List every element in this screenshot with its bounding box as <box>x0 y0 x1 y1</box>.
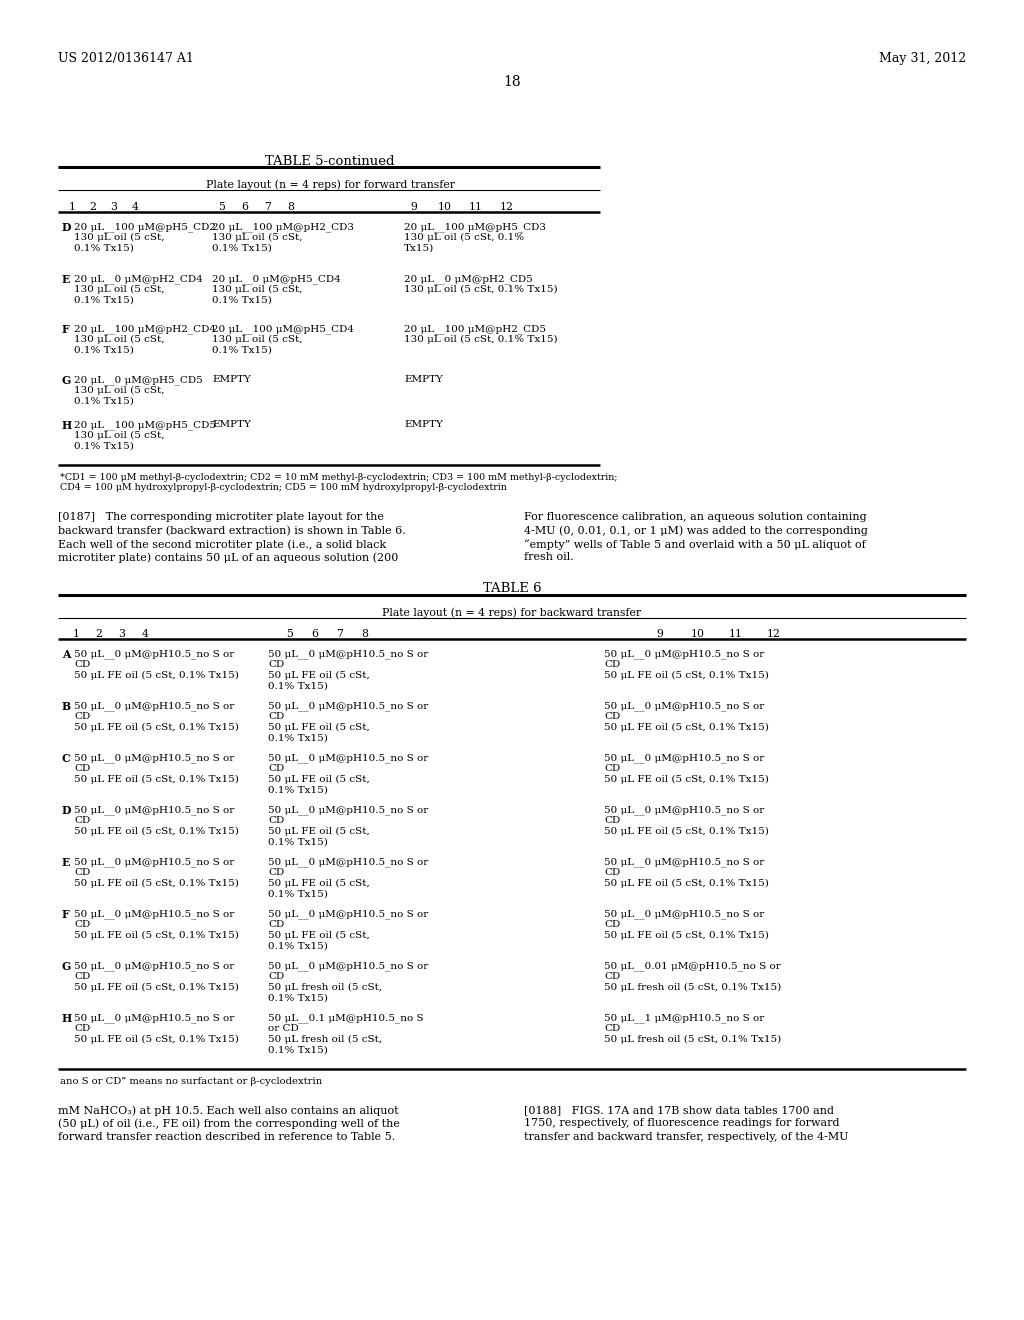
Text: 50 μL__0 μM@pH10.5_no S or
CD
50 μL FE oil (5 cSt, 0.1% Tx15): 50 μL__0 μM@pH10.5_no S or CD 50 μL FE o… <box>604 805 769 836</box>
Text: 20 μL__0 μM@pH5_CD5
130 μL oil (5 cSt,
0.1% Tx15): 20 μL__0 μM@pH5_CD5 130 μL oil (5 cSt, 0… <box>74 375 203 405</box>
Text: H: H <box>62 1012 73 1024</box>
Text: 8: 8 <box>361 630 369 639</box>
Text: 50 μL__0 μM@pH10.5_no S or
CD
50 μL FE oil (5 cSt, 0.1% Tx15): 50 μL__0 μM@pH10.5_no S or CD 50 μL FE o… <box>74 1012 239 1044</box>
Text: 10: 10 <box>691 630 705 639</box>
Text: 20 μL__100 μM@pH5_CD2
130 μL oil (5 cSt,
0.1% Tx15): 20 μL__100 μM@pH5_CD2 130 μL oil (5 cSt,… <box>74 222 216 252</box>
Text: 7: 7 <box>264 202 271 213</box>
Text: 3: 3 <box>119 630 126 639</box>
Text: 20 μL__100 μM@pH2_CD4
130 μL oil (5 cSt,
0.1% Tx15): 20 μL__100 μM@pH2_CD4 130 μL oil (5 cSt,… <box>74 323 216 355</box>
Text: 50 μL__1 μM@pH10.5_no S or
CD
50 μL fresh oil (5 cSt, 0.1% Tx15): 50 μL__1 μM@pH10.5_no S or CD 50 μL fres… <box>604 1012 781 1044</box>
Text: 20 μL__100 μM@pH5_CD4
130 μL oil (5 cSt,
0.1% Tx15): 20 μL__100 μM@pH5_CD4 130 μL oil (5 cSt,… <box>212 323 354 355</box>
Text: 18: 18 <box>503 75 521 88</box>
Text: transfer and backward transfer, respectively, of the 4-MU: transfer and backward transfer, respecti… <box>524 1133 849 1142</box>
Text: 50 μL__0 μM@pH10.5_no S or
CD
50 μL FE oil (5 cSt, 0.1% Tx15): 50 μL__0 μM@pH10.5_no S or CD 50 μL FE o… <box>74 752 239 784</box>
Text: 20 μL__100 μM@pH5_CD5
130 μL oil (5 cSt,
0.1% Tx15): 20 μL__100 μM@pH5_CD5 130 μL oil (5 cSt,… <box>74 420 216 450</box>
Text: 20 μL__0 μM@pH2_CD5
130 μL oil (5 cSt, 0.1% Tx15): 20 μL__0 μM@pH2_CD5 130 μL oil (5 cSt, 0… <box>404 275 558 294</box>
Text: (50 μL) of oil (i.e., FE oil) from the corresponding well of the: (50 μL) of oil (i.e., FE oil) from the c… <box>58 1118 400 1129</box>
Text: E: E <box>62 857 71 869</box>
Text: Plate layout (n = 4 reps) for backward transfer: Plate layout (n = 4 reps) for backward t… <box>382 607 642 618</box>
Text: 50 μL__0 μM@pH10.5_no S or
CD
50 μL fresh oil (5 cSt,
0.1% Tx15): 50 μL__0 μM@pH10.5_no S or CD 50 μL fres… <box>268 961 428 1002</box>
Text: 2: 2 <box>95 630 102 639</box>
Text: [0188]   FIGS. 17A and 17B show data tables 1700 and: [0188] FIGS. 17A and 17B show data table… <box>524 1105 834 1115</box>
Text: 20 μL__0 μM@pH2_CD4
130 μL oil (5 cSt,
0.1% Tx15): 20 μL__0 μM@pH2_CD4 130 μL oil (5 cSt, 0… <box>74 275 203 305</box>
Text: 50 μL__0 μM@pH10.5_no S or
CD
50 μL FE oil (5 cSt, 0.1% Tx15): 50 μL__0 μM@pH10.5_no S or CD 50 μL FE o… <box>604 752 769 784</box>
Text: 50 μL__0 μM@pH10.5_no S or
CD
50 μL FE oil (5 cSt, 0.1% Tx15): 50 μL__0 μM@pH10.5_no S or CD 50 μL FE o… <box>74 701 239 731</box>
Text: 50 μL__0 μM@pH10.5_no S or
CD
50 μL FE oil (5 cSt, 0.1% Tx15): 50 μL__0 μM@pH10.5_no S or CD 50 μL FE o… <box>74 649 239 680</box>
Text: EMPTY: EMPTY <box>212 375 251 384</box>
Text: 9: 9 <box>656 630 664 639</box>
Text: fresh oil.: fresh oil. <box>524 553 573 562</box>
Text: B: B <box>62 701 71 711</box>
Text: G: G <box>62 961 72 972</box>
Text: 20 μL__100 μM@pH2_CD5
130 μL oil (5 cSt, 0.1% Tx15): 20 μL__100 μM@pH2_CD5 130 μL oil (5 cSt,… <box>404 323 558 345</box>
Text: For fluorescence calibration, an aqueous solution containing: For fluorescence calibration, an aqueous… <box>524 512 866 521</box>
Text: *CD1 = 100 μM methyl-β-cyclodextrin; CD2 = 10 mM methyl-β-cyclodextrin; CD3 = 10: *CD1 = 100 μM methyl-β-cyclodextrin; CD2… <box>60 473 617 492</box>
Text: 5: 5 <box>287 630 294 639</box>
Text: 6: 6 <box>311 630 318 639</box>
Text: TABLE 5-continued: TABLE 5-continued <box>265 154 394 168</box>
Text: F: F <box>62 323 70 335</box>
Text: 20 μL__0 μM@pH5_CD4
130 μL oil (5 cSt,
0.1% Tx15): 20 μL__0 μM@pH5_CD4 130 μL oil (5 cSt, 0… <box>212 275 341 305</box>
Text: H: H <box>62 420 73 432</box>
Text: 50 μL__0 μM@pH10.5_no S or
CD
50 μL FE oil (5 cSt, 0.1% Tx15): 50 μL__0 μM@pH10.5_no S or CD 50 μL FE o… <box>604 701 769 731</box>
Text: 7: 7 <box>337 630 343 639</box>
Text: 50 μL__0 μM@pH10.5_no S or
CD
50 μL FE oil (5 cSt, 0.1% Tx15): 50 μL__0 μM@pH10.5_no S or CD 50 μL FE o… <box>74 857 239 887</box>
Text: 4: 4 <box>141 630 148 639</box>
Text: May 31, 2012: May 31, 2012 <box>879 51 966 65</box>
Text: 1750, respectively, of fluorescence readings for forward: 1750, respectively, of fluorescence read… <box>524 1118 840 1129</box>
Text: G: G <box>62 375 72 385</box>
Text: F: F <box>62 909 70 920</box>
Text: 20 μL__100 μM@pH2_CD3
130 μL oil (5 cSt,
0.1% Tx15): 20 μL__100 μM@pH2_CD3 130 μL oil (5 cSt,… <box>212 222 354 252</box>
Text: A: A <box>62 649 71 660</box>
Text: 50 μL__0 μM@pH10.5_no S or
CD
50 μL FE oil (5 cSt,
0.1% Tx15): 50 μL__0 μM@pH10.5_no S or CD 50 μL FE o… <box>268 857 428 898</box>
Text: 4-MU (0, 0.01, 0.1, or 1 μM) was added to the corresponding: 4-MU (0, 0.01, 0.1, or 1 μM) was added t… <box>524 525 868 536</box>
Text: 10: 10 <box>438 202 452 213</box>
Text: 1: 1 <box>69 202 76 213</box>
Text: 50 μL__0 μM@pH10.5_no S or
CD
50 μL FE oil (5 cSt,
0.1% Tx15): 50 μL__0 μM@pH10.5_no S or CD 50 μL FE o… <box>268 752 428 795</box>
Text: 4: 4 <box>131 202 138 213</box>
Text: forward transfer reaction described in reference to Table 5.: forward transfer reaction described in r… <box>58 1133 395 1142</box>
Text: backward transfer (backward extraction) is shown in Table 6.: backward transfer (backward extraction) … <box>58 525 406 536</box>
Text: 50 μL__0 μM@pH10.5_no S or
CD
50 μL FE oil (5 cSt, 0.1% Tx15): 50 μL__0 μM@pH10.5_no S or CD 50 μL FE o… <box>604 909 769 940</box>
Text: E: E <box>62 275 71 285</box>
Text: 12: 12 <box>767 630 781 639</box>
Text: 50 μL__0 μM@pH10.5_no S or
CD
50 μL FE oil (5 cSt,
0.1% Tx15): 50 μL__0 μM@pH10.5_no S or CD 50 μL FE o… <box>268 805 428 846</box>
Text: EMPTY: EMPTY <box>404 375 442 384</box>
Text: 50 μL__0 μM@pH10.5_no S or
CD
50 μL FE oil (5 cSt,
0.1% Tx15): 50 μL__0 μM@pH10.5_no S or CD 50 μL FE o… <box>268 701 428 742</box>
Text: Plate layout (n = 4 reps) for forward transfer: Plate layout (n = 4 reps) for forward tr… <box>206 180 455 190</box>
Text: 50 μL__0 μM@pH10.5_no S or
CD
50 μL FE oil (5 cSt, 0.1% Tx15): 50 μL__0 μM@pH10.5_no S or CD 50 μL FE o… <box>74 909 239 940</box>
Text: Each well of the second microtiter plate (i.e., a solid black: Each well of the second microtiter plate… <box>58 539 386 549</box>
Text: 5: 5 <box>218 202 225 213</box>
Text: TABLE 6: TABLE 6 <box>482 582 542 595</box>
Text: C: C <box>62 752 71 764</box>
Text: 11: 11 <box>729 630 743 639</box>
Text: [0187]   The corresponding microtiter plate layout for the: [0187] The corresponding microtiter plat… <box>58 512 384 521</box>
Text: microtiter plate) contains 50 μL of an aqueous solution (200: microtiter plate) contains 50 μL of an a… <box>58 553 398 564</box>
Text: 50 μL__0 μM@pH10.5_no S or
CD
50 μL FE oil (5 cSt,
0.1% Tx15): 50 μL__0 μM@pH10.5_no S or CD 50 μL FE o… <box>268 649 428 690</box>
Text: US 2012/0136147 A1: US 2012/0136147 A1 <box>58 51 194 65</box>
Text: EMPTY: EMPTY <box>212 420 251 429</box>
Text: ano S or CD” means no surfactant or β-cyclodextrin: ano S or CD” means no surfactant or β-cy… <box>60 1077 323 1086</box>
Text: 50 μL__0 μM@pH10.5_no S or
CD
50 μL FE oil (5 cSt, 0.1% Tx15): 50 μL__0 μM@pH10.5_no S or CD 50 μL FE o… <box>604 857 769 887</box>
Text: 20 μL__100 μM@pH5_CD3
130 μL oil (5 cSt, 0.1%
Tx15): 20 μL__100 μM@pH5_CD3 130 μL oil (5 cSt,… <box>404 222 546 252</box>
Text: 1: 1 <box>73 630 80 639</box>
Text: 2: 2 <box>89 202 96 213</box>
Text: 50 μL__0 μM@pH10.5_no S or
CD
50 μL FE oil (5 cSt, 0.1% Tx15): 50 μL__0 μM@pH10.5_no S or CD 50 μL FE o… <box>74 961 239 991</box>
Text: D: D <box>62 805 72 816</box>
Text: 50 μL__0.1 μM@pH10.5_no S
or CD
50 μL fresh oil (5 cSt,
0.1% Tx15): 50 μL__0.1 μM@pH10.5_no S or CD 50 μL fr… <box>268 1012 424 1055</box>
Text: 8: 8 <box>288 202 295 213</box>
Text: “empty” wells of Table 5 and overlaid with a 50 μL aliquot of: “empty” wells of Table 5 and overlaid wi… <box>524 539 865 550</box>
Text: EMPTY: EMPTY <box>404 420 442 429</box>
Text: 50 μL__0 μM@pH10.5_no S or
CD
50 μL FE oil (5 cSt,
0.1% Tx15): 50 μL__0 μM@pH10.5_no S or CD 50 μL FE o… <box>268 909 428 950</box>
Text: 11: 11 <box>469 202 483 213</box>
Text: 50 μL__0.01 μM@pH10.5_no S or
CD
50 μL fresh oil (5 cSt, 0.1% Tx15): 50 μL__0.01 μM@pH10.5_no S or CD 50 μL f… <box>604 961 781 991</box>
Text: 50 μL__0 μM@pH10.5_no S or
CD
50 μL FE oil (5 cSt, 0.1% Tx15): 50 μL__0 μM@pH10.5_no S or CD 50 μL FE o… <box>74 805 239 836</box>
Text: 3: 3 <box>111 202 118 213</box>
Text: 9: 9 <box>411 202 418 213</box>
Text: 12: 12 <box>500 202 514 213</box>
Text: D: D <box>62 222 72 234</box>
Text: 50 μL__0 μM@pH10.5_no S or
CD
50 μL FE oil (5 cSt, 0.1% Tx15): 50 μL__0 μM@pH10.5_no S or CD 50 μL FE o… <box>604 649 769 680</box>
Text: mM NaHCO₃) at pH 10.5. Each well also contains an aliquot: mM NaHCO₃) at pH 10.5. Each well also co… <box>58 1105 398 1115</box>
Text: 6: 6 <box>242 202 249 213</box>
